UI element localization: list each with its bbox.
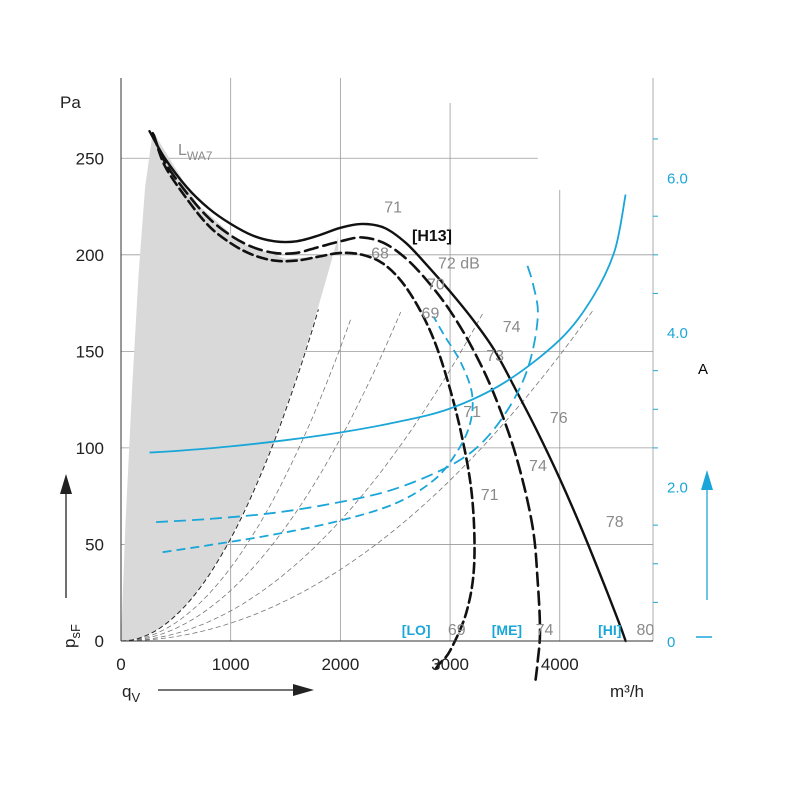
model-label: [H13] [412, 228, 452, 245]
y-axis-label-sub: sF [68, 624, 83, 639]
y2-arrow-head [701, 470, 713, 490]
current-curve-lo [162, 316, 474, 554]
noise-label-7: 71 [463, 404, 481, 421]
speed-label-1: [ME] [492, 622, 522, 638]
speed-label-0: [LO] [402, 622, 431, 638]
noise-label-2: 72 dB [438, 255, 480, 272]
legend-label-sub: WA7 [187, 149, 213, 163]
operating-area-shade [121, 131, 339, 641]
noise-label-0: 71 [384, 199, 402, 216]
y2-axis-unit: A [698, 361, 708, 378]
y2-tick-label-1: 2.0 [667, 480, 688, 497]
y-axis-label-main: p [60, 639, 79, 648]
noise-label-6: 73 [486, 348, 504, 365]
pressure-curve-hi [148, 130, 627, 643]
x-axis-label-sub: V [131, 690, 140, 705]
legend-label-main: L [178, 142, 187, 159]
y2-tick-label-2: 4.0 [667, 325, 688, 342]
noise-label-13: 74 [536, 622, 554, 639]
system-curve-4 [120, 309, 319, 642]
x-tick-label-3: 3000 [431, 655, 469, 674]
x-axis-unit: m³/h [610, 682, 644, 701]
pressure-curve-me [151, 131, 542, 681]
y-tick-label-5: 250 [76, 149, 104, 168]
x-tick-label-0: 0 [116, 655, 125, 674]
x-tick-label-1: 1000 [212, 655, 250, 674]
y2-tick-label-0: 0 [667, 634, 675, 651]
noise-label-8: 76 [550, 410, 568, 427]
y-tick-label-1: 50 [85, 535, 104, 554]
x-axis-label-main: q [122, 682, 131, 701]
noise-label-10: 71 [481, 487, 499, 504]
noise-label-11: 78 [606, 514, 624, 531]
x-tick-label-2: 2000 [321, 655, 359, 674]
labels: Pa m³/h LWA7 [H13] qV psF A 71 68 72 dB 70 6… [60, 93, 708, 705]
y-arrow-head [60, 474, 72, 494]
y-tick-label-0: 0 [95, 632, 104, 651]
noise-label-3: 70 [427, 277, 445, 294]
system-curve-1 [120, 312, 484, 642]
y-axis-label: psF [60, 624, 83, 648]
y2-tick-label-3: 6.0 [667, 171, 688, 188]
curves [148, 130, 627, 681]
x-arrow-head [293, 684, 314, 696]
y-tick-label-3: 150 [76, 342, 104, 361]
speed-label-2: [HI] [598, 622, 621, 638]
x-axis-label: qV [122, 682, 140, 705]
y-axis-label-group: psF [60, 624, 83, 648]
system-curves [120, 309, 594, 642]
noise-label-9: 74 [529, 458, 547, 475]
y-axis-unit: Pa [60, 93, 81, 112]
axes: 0 1000 2000 3000 4000 0 50 100 150 200 250 0 2.0 4.0 6… [60, 78, 713, 696]
current-curve-me [156, 263, 539, 523]
noise-label-5: 74 [503, 319, 521, 336]
pressure-curve-lo [152, 133, 476, 674]
current-curve-hi [149, 194, 627, 454]
legend-label: LWA7 [178, 142, 213, 163]
x-tick-label-4: 4000 [541, 655, 579, 674]
noise-label-12: 69 [448, 622, 466, 639]
shaded-area [121, 131, 339, 641]
system-curve-3 [120, 317, 352, 642]
noise-label-1: 68 [371, 246, 389, 263]
y-tick-label-2: 100 [76, 439, 104, 458]
y-tick-label-4: 200 [76, 246, 104, 265]
noise-label-4: 69 [422, 306, 440, 323]
noise-label-14: 80 [637, 622, 655, 639]
